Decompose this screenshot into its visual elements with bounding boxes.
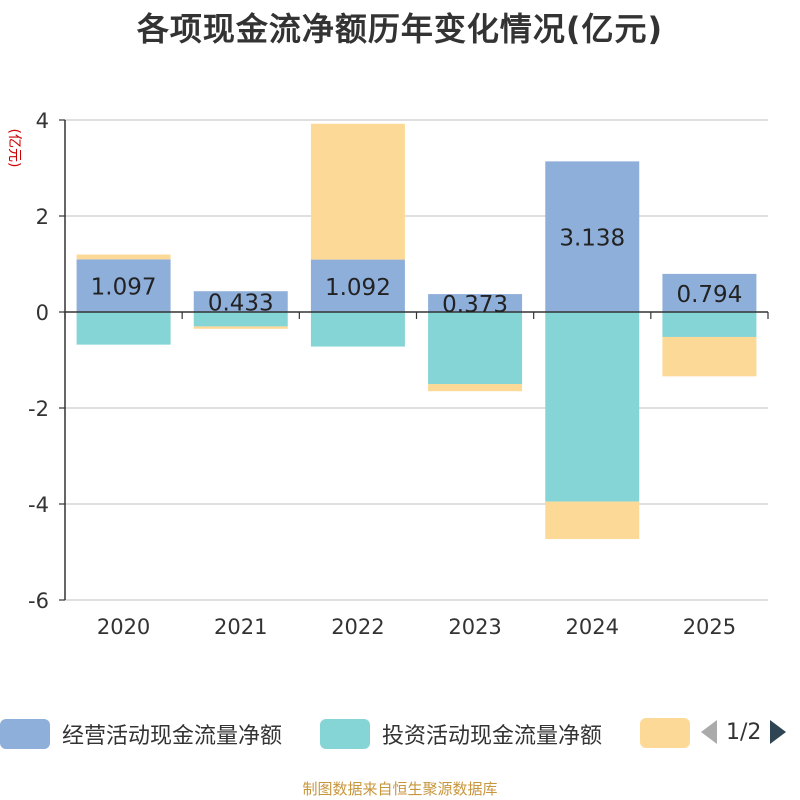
legend-swatch-financing	[640, 718, 690, 748]
bar-2025-series-2[interactable]	[662, 336, 757, 377]
data-label-2025: 0.794	[676, 282, 742, 308]
x-tick-label-2023: 2023	[448, 615, 501, 639]
legend-label-investing: 投资活动现金流量净额	[382, 724, 603, 749]
bar-2021-series-2[interactable]	[193, 326, 288, 329]
legend-swatch-investing	[320, 719, 370, 749]
y-axis-unit-label: (亿元)	[6, 129, 22, 168]
bar-2023-series-1[interactable]	[428, 312, 523, 384]
x-tick-label-2020: 2020	[97, 615, 150, 639]
bar-2020-series-0[interactable]	[76, 259, 171, 312]
bar-2020-series-2[interactable]	[76, 254, 171, 260]
bar-2022-series-1[interactable]	[310, 312, 405, 347]
bar-2021-series-0[interactable]	[193, 291, 288, 312]
legend-pager: 1/2	[700, 718, 787, 746]
legend-page-indicator: 1/2	[726, 719, 762, 745]
grid-lines	[65, 119, 768, 601]
y-tick-label: -6	[28, 589, 49, 613]
data-label-2024: 3.138	[559, 226, 625, 252]
legend-item-operating[interactable]: 经营活动现金流量净额	[0, 718, 282, 750]
legend-label-operating: 经营活动现金流量净额	[62, 724, 283, 749]
x-tick-label-2024: 2024	[566, 615, 619, 639]
data-label-2021: 0.433	[208, 291, 274, 317]
y-tick-label: 2	[36, 205, 49, 229]
data-labels: 1.097 0.433 1.092 0.373 3.138 0.794	[91, 226, 743, 318]
x-tick-label-2022: 2022	[331, 615, 384, 639]
y-tick-label: -4	[28, 493, 49, 517]
y-tick-label: 4	[36, 109, 49, 133]
axes: 4 2 0 -2 -4 -6 2020 2021 2022 2023 2024 2025	[28, 109, 769, 639]
data-label-2023: 0.373	[442, 292, 508, 318]
bar-2025-series-0[interactable]	[662, 273, 757, 312]
bar-2024-series-1[interactable]	[545, 312, 640, 502]
chart-title: 各项现金流净额历年变化情况(亿元)	[136, 10, 664, 48]
x-tick-label-2025: 2025	[683, 615, 736, 639]
bar-2020-series-1[interactable]	[76, 312, 171, 345]
bar-2022-series-0[interactable]	[310, 259, 405, 312]
legend-item-investing[interactable]: 投资活动现金流量净额	[320, 718, 602, 750]
legend-swatch-operating	[0, 719, 50, 749]
bar-2022-series-2[interactable]	[310, 123, 405, 260]
legend-item-financing[interactable]	[640, 718, 702, 748]
chart-plot: 4 2 0 -2 -4 -6 2020 2021 2022 2023 2024 2025 1.097 0…	[6, 109, 769, 639]
data-source-note: 制图数据来自恒生聚源数据库	[302, 780, 498, 798]
bar-2024-series-2[interactable]	[545, 501, 640, 540]
bar-2025-series-1[interactable]	[662, 312, 757, 337]
x-tick-label-2021: 2021	[214, 615, 267, 639]
legend-prev-icon[interactable]	[700, 718, 718, 746]
bars	[76, 123, 757, 540]
bar-2024-series-0[interactable]	[545, 161, 640, 312]
legend-next-icon[interactable]	[769, 718, 787, 746]
y-tick-label: -2	[28, 397, 49, 421]
data-label-2022: 1.092	[325, 275, 391, 301]
bar-2023-series-0[interactable]	[428, 294, 523, 312]
bar-2021-series-1[interactable]	[193, 312, 288, 327]
data-label-2020: 1.097	[91, 275, 157, 301]
legend: 经营活动现金流量净额 投资活动现金流量净额 1/2	[0, 712, 800, 756]
y-tick-label: 0	[36, 301, 49, 325]
bar-2023-series-2[interactable]	[428, 384, 523, 392]
